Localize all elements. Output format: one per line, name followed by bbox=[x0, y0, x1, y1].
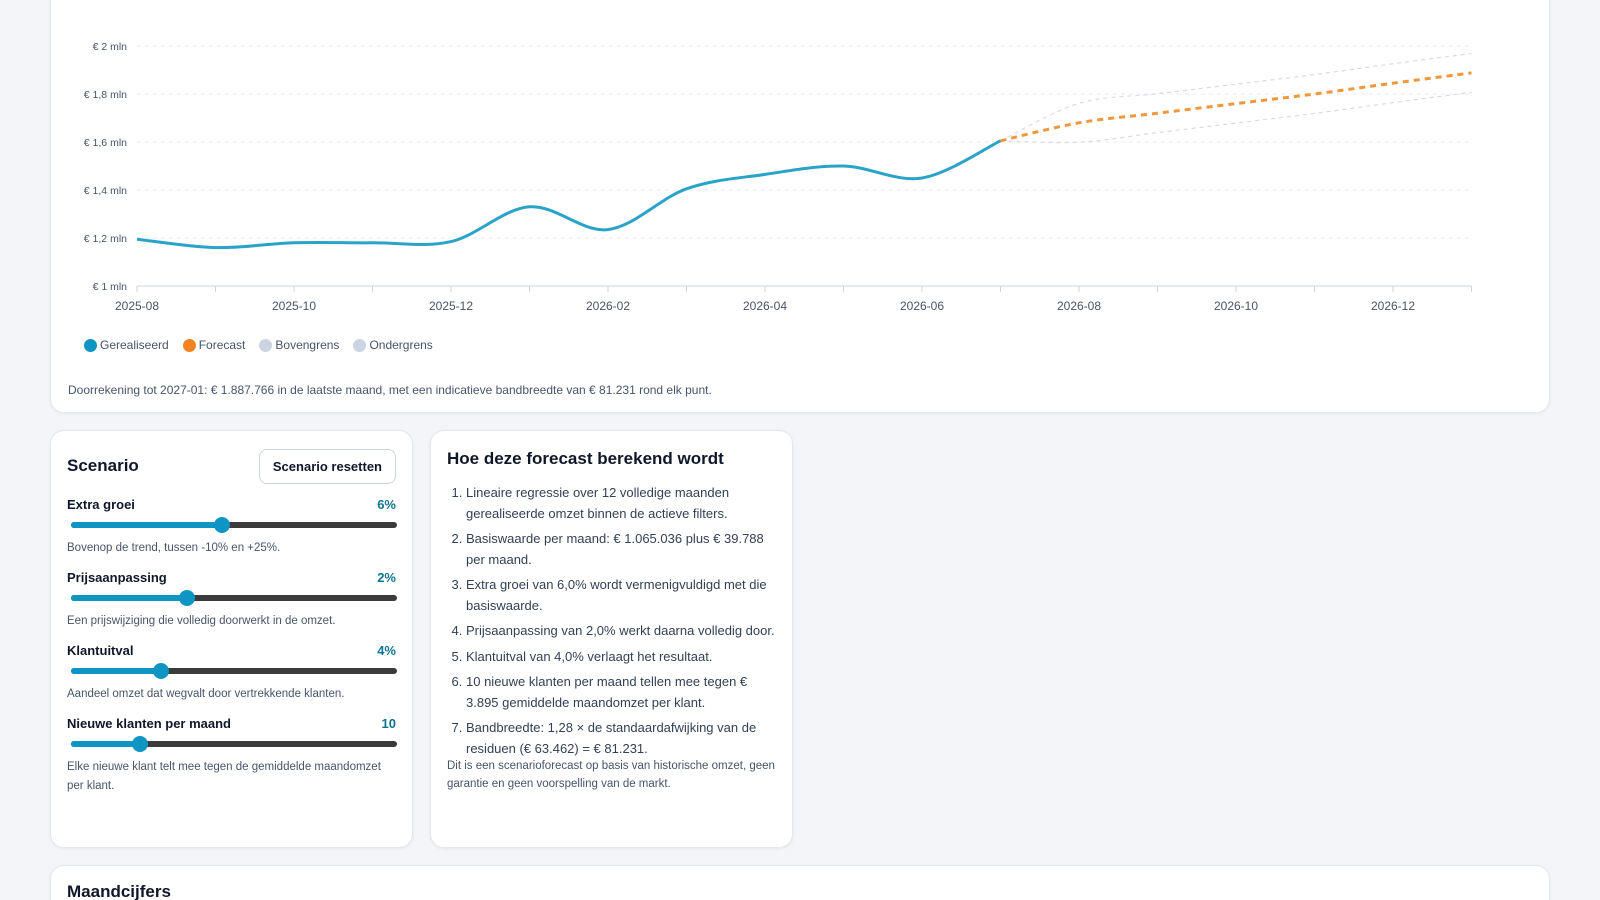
param-label: Klantuitval bbox=[67, 643, 134, 658]
legend-item[interactable]: Gerealiseerd bbox=[84, 338, 169, 352]
param-value: 10 bbox=[381, 716, 396, 731]
method-note: Dit is een scenarioforecast op basis van… bbox=[447, 760, 775, 790]
slider-thumb[interactable] bbox=[152, 663, 169, 679]
x-tick-label: 2026-08 bbox=[1057, 299, 1101, 313]
param-slider[interactable] bbox=[71, 731, 397, 755]
legend-swatch bbox=[259, 338, 273, 352]
slider-track bbox=[71, 522, 397, 528]
series-line-gerealiseerd bbox=[136, 139, 1002, 250]
x-tick-label: 2026-04 bbox=[743, 299, 787, 313]
slider-thumb[interactable] bbox=[213, 517, 230, 533]
reset-scenario-button[interactable]: Scenario resetten bbox=[258, 448, 396, 484]
method-step: Prijsaanpassing van 2,0% werkt daarna vo… bbox=[466, 621, 776, 642]
param-value: 2% bbox=[377, 570, 396, 585]
method-card: Hoe deze forecast berekend wordt Lineair… bbox=[430, 430, 793, 848]
y-tick-label: € 1,2 mln bbox=[84, 233, 127, 245]
scenario-card: Scenario Scenario resetten Extra groei 6%… bbox=[50, 430, 413, 848]
param-label: Nieuwe klanten per maand bbox=[67, 716, 231, 731]
legend-item[interactable]: Forecast bbox=[182, 338, 246, 352]
method-title: Hoe deze forecast berekend wordt bbox=[447, 449, 724, 468]
legend-label: Gerealiseerd bbox=[100, 338, 169, 352]
method-step: Lineaire regressie over 12 volledige maa… bbox=[466, 483, 776, 524]
scenario-param: Prijsaanpassing 2% Een prijswijziging die … bbox=[67, 570, 397, 631]
param-value: 4% bbox=[377, 643, 396, 658]
month-figures-card: Maandcijfers bbox=[50, 865, 1550, 900]
method-step: Klantuitval van 4,0% verlaagt het result… bbox=[466, 647, 776, 668]
chart-note: Doorrekening tot 2027-01: € 1.887.766 in… bbox=[68, 383, 712, 397]
scenario-param: Extra groei 6% Bovenop de trend, tussen -1… bbox=[67, 497, 397, 558]
series-line-bovengrens bbox=[1000, 52, 1472, 142]
param-help: Een prijswijziging die volledig doorwerk… bbox=[67, 615, 336, 627]
chart-legend: Gerealiseerd Forecast Bovengrens Ondergrens bbox=[84, 338, 433, 352]
method-steps: Lineaire regressie over 12 volledige maa… bbox=[447, 483, 776, 759]
slider-fill bbox=[71, 741, 141, 747]
legend-label: Ondergrens bbox=[369, 338, 433, 352]
slider-fill bbox=[71, 522, 222, 528]
legend-swatch bbox=[182, 338, 196, 352]
legend-label: Bovengrens bbox=[275, 338, 340, 352]
legend-item[interactable]: Bovengrens bbox=[259, 338, 339, 352]
forecast-chart: € 1 mln € 1,2 mln € 1,4 mln € 1,6 mln € 1,8 … bbox=[84, 41, 1472, 313]
slider-thumb[interactable] bbox=[179, 590, 196, 606]
slider-track bbox=[71, 668, 397, 674]
scenario-title: Scenario bbox=[67, 456, 139, 475]
y-tick-label: € 1,4 mln bbox=[84, 185, 127, 197]
param-slider[interactable] bbox=[71, 585, 397, 609]
slider-fill bbox=[71, 668, 161, 674]
method-step: 10 nieuwe klanten per maand tellen mee t… bbox=[466, 672, 776, 713]
param-label: Extra groei bbox=[67, 497, 135, 512]
legend-swatch bbox=[84, 338, 97, 352]
x-tick-label: 2026-10 bbox=[1214, 299, 1258, 313]
month-figures-title: Maandcijfers bbox=[67, 882, 171, 900]
slider-thumb[interactable] bbox=[132, 736, 149, 752]
param-help: Elke nieuwe klant telt mee tegen de gemi… bbox=[67, 761, 381, 792]
param-slider[interactable] bbox=[71, 658, 397, 682]
legend-label: Forecast bbox=[198, 338, 246, 352]
x-tick-label: 2025-12 bbox=[429, 299, 473, 313]
scenario-params: Extra groei 6% Bovenop de trend, tussen -1… bbox=[67, 497, 397, 796]
x-tick-label: 2025-10 bbox=[272, 299, 316, 313]
y-tick-label: € 1,6 mln bbox=[84, 137, 127, 149]
param-help: Aandeel omzet dat wegvalt door vertrekke… bbox=[67, 688, 345, 700]
x-tick-label: 2025-08 bbox=[115, 299, 159, 313]
slider-track bbox=[71, 595, 397, 601]
method-step: Bandbreedte: 1,28 × de standaardafwijkin… bbox=[466, 718, 776, 759]
x-tick-label: 2026-12 bbox=[1371, 299, 1415, 313]
x-tick-label: 2026-02 bbox=[586, 299, 630, 313]
param-value: 6% bbox=[377, 497, 396, 512]
series-line-forecast bbox=[1000, 71, 1472, 143]
legend-swatch bbox=[353, 338, 367, 352]
param-help: Bovenop de trend, tussen -10% en +25%. bbox=[67, 542, 281, 554]
y-tick-label: € 1 mln bbox=[93, 281, 128, 293]
forecast-chart-card: € 1 mln € 1,2 mln € 1,4 mln € 1,6 mln € 1,8 … bbox=[50, 0, 1550, 413]
y-tick-label: € 1,8 mln bbox=[84, 89, 127, 101]
y-tick-label: € 2 mln bbox=[93, 41, 128, 53]
legend-item[interactable]: Ondergrens bbox=[353, 338, 433, 352]
param-slider[interactable] bbox=[71, 512, 397, 536]
param-label: Prijsaanpassing bbox=[67, 570, 167, 585]
slider-fill bbox=[71, 595, 188, 601]
scenario-param: Nieuwe klanten per maand 10 Elke nieuwe kl… bbox=[67, 716, 397, 796]
x-tick-label: 2026-06 bbox=[900, 299, 944, 313]
series-line-ondergrens bbox=[1000, 91, 1472, 144]
slider-track bbox=[71, 741, 397, 747]
method-step: Basiswaarde per maand: € 1.065.036 plus … bbox=[466, 529, 776, 570]
method-step: Extra groei van 6,0% wordt vermenigvuldi… bbox=[466, 575, 776, 616]
scenario-param: Klantuitval 4% Aandeel omzet dat wegvalt d… bbox=[67, 643, 397, 704]
